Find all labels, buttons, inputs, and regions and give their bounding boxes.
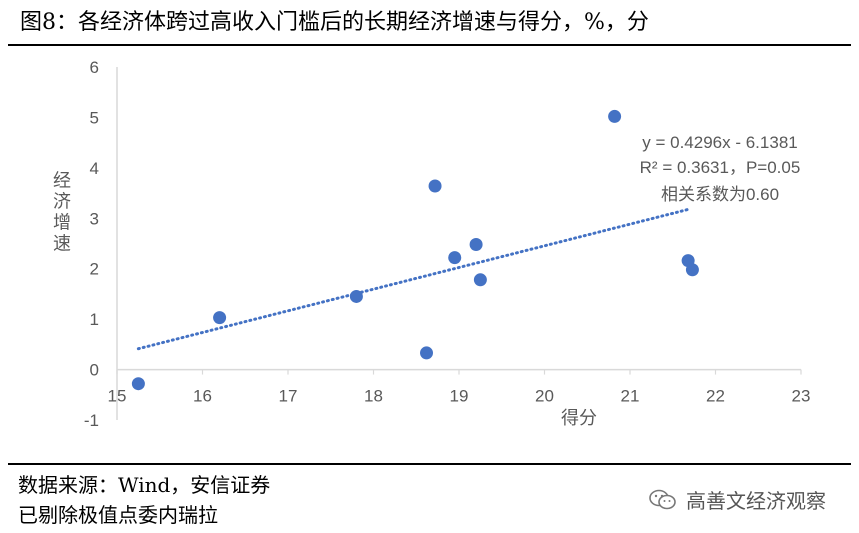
x-tick-label: 17 [279,387,298,406]
brand-watermark: 高善文经济观察 [648,485,826,514]
data-point [131,377,145,391]
bottom-rule [8,463,851,465]
top-rule [8,44,851,46]
x-tick-label: 23 [792,387,811,406]
note-text: 已剔除极值点委内瑞拉 [18,503,218,527]
y-tick-label: 0 [90,361,99,380]
data-point [213,311,227,325]
y-tick-label: 2 [90,260,99,279]
x-tick-label: 22 [706,387,725,406]
y-tick-label: 4 [90,159,99,178]
y-tick-label: -1 [84,411,99,430]
data-point [685,263,699,277]
wechat-icon [649,489,676,509]
y-tick-label: 3 [90,209,99,228]
source-text: 数据来源：Wind，安信证券 [18,473,271,497]
x-tick-label: 19 [450,387,469,406]
data-point [420,346,434,360]
data-point [473,273,487,287]
regression-annotation: 相关系数为0.60 [661,185,779,204]
data-point [448,251,462,265]
figure-title: 图8：各经济体跨过高收入门槛后的长期经济增速与得分，%，分 [20,10,649,35]
x-tick-label: 21 [621,387,640,406]
x-axis-title: 得分 [561,408,597,429]
y-tick-label: 6 [90,58,99,77]
x-tick-label: 15 [108,387,127,406]
y-axis-title: 经济增速 [53,171,71,255]
data-point [428,179,442,193]
x-tick-label: 20 [535,387,554,406]
data-point [608,109,622,123]
x-tick-label: 16 [193,387,212,406]
y-tick-label: 5 [90,108,99,127]
x-tick-label: 18 [364,387,383,406]
y-tick-label: 1 [90,310,99,329]
data-point [349,289,363,303]
trendline [136,207,692,351]
brand-name: 高善文经济观察 [686,489,826,513]
regression-annotation: R² = 0.3631，P=0.05 [640,158,801,177]
regression-annotation: y = 0.4296x - 6.1381 [642,133,797,152]
data-point [469,238,483,252]
